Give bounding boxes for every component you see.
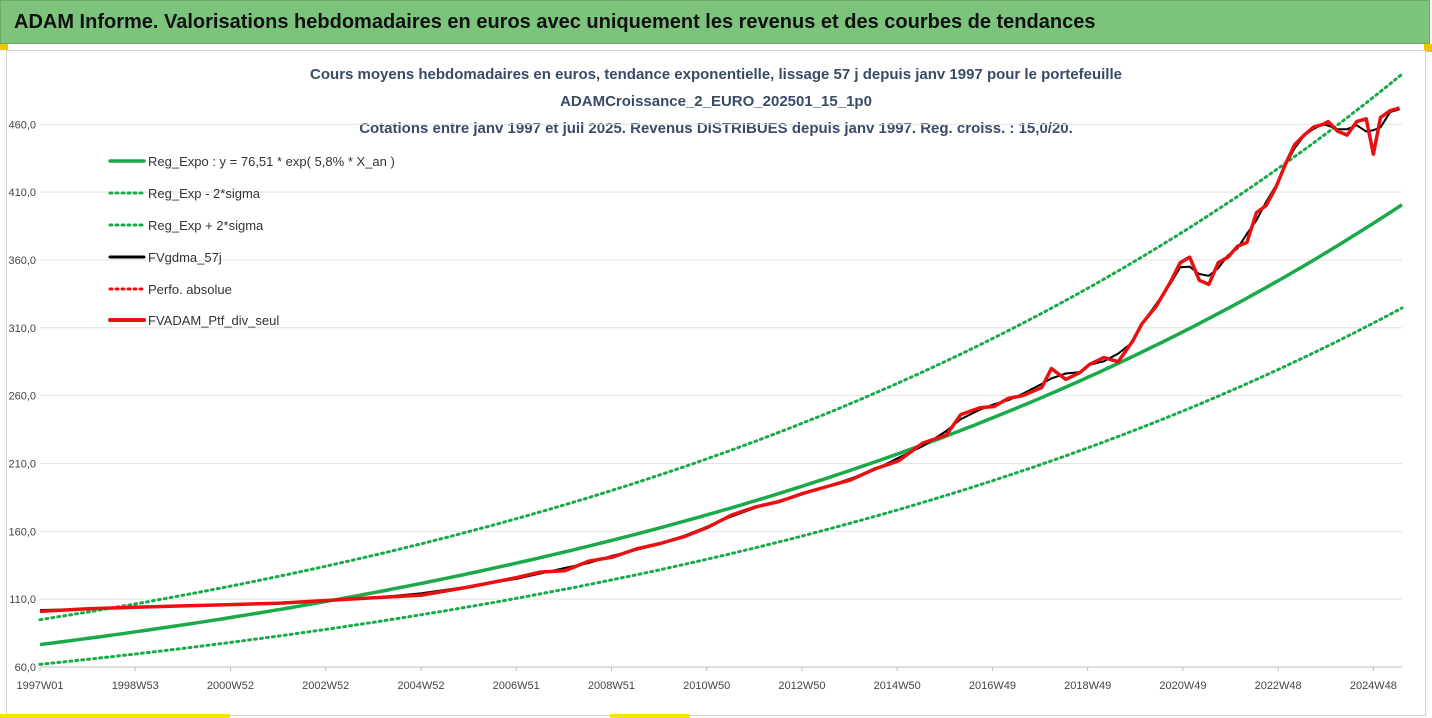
y-tick-label: 60,0 [15,662,36,674]
x-tick-label: 1998W53 [112,680,159,692]
x-tick-label: 2012W50 [778,680,825,692]
series-fvgdma-57j [39,108,1400,611]
x-tick-label: 2004W52 [397,680,444,692]
series-reg-expo [39,203,1403,647]
legend-label: FVgdma_57j [148,250,222,265]
y-tick-label: 410,0 [8,187,36,199]
accent-bar-right [1424,44,1432,52]
accent-bar-bottom-mid [610,714,690,718]
x-tick-label: 2024W48 [1350,680,1397,692]
accent-bar-left [0,44,8,50]
x-tick-label: 2018W49 [1064,680,1111,692]
report-title: ADAM Informe. Valorisations hebdomadaire… [14,11,1096,33]
chart-title-line-1: Cours moyens hebdomadaires en euros, ten… [310,66,1122,83]
x-tick-label: 2006W51 [493,680,540,692]
series-fvadam-ptf-div-seul [39,106,1401,614]
legend-label: Reg_Exp + 2*sigma [148,218,264,233]
legend-label: Reg_Expo : y = 76,51 * exp( 5,8% * X_an … [148,154,395,169]
x-tick-label: 2016W49 [969,680,1016,692]
series-reg-minus-2sigma [38,306,1404,666]
y-tick-label: 460,0 [8,119,36,131]
y-tick-label: 160,0 [8,526,36,538]
x-tick-label: 2014W50 [874,680,921,692]
y-tick-label: 110,0 [9,594,36,606]
legend-label: FVADAM_Ptf_div_seul [148,313,279,328]
x-tick-label: 2000W52 [207,680,254,692]
x-tick-label: 2010W50 [683,680,730,692]
y-tick-label: 360,0 [8,255,36,267]
y-tick-label: 210,0 [8,458,36,470]
accent-bar-bottom-left [0,714,230,718]
x-tick-label: 2002W52 [302,680,349,692]
chart-title-line-2: ADAMCroissance_2_EURO_202501_15_1p0 [560,93,872,110]
y-tick-label: 310,0 [8,323,36,335]
x-tick-label: 1997W01 [16,680,63,692]
y-tick-label: 260,0 [8,391,36,403]
x-tick-label: 2008W51 [588,680,635,692]
report-banner: ADAM Informe. Valorisations hebdomadaire… [0,0,1430,44]
series-perfo-absolue [39,107,1400,613]
legend-label: Reg_Exp - 2*sigma [148,186,261,201]
x-tick-label: 2022W48 [1255,680,1302,692]
legend-label: Perfo. absolue [148,282,232,297]
x-tick-label: 2020W49 [1159,680,1206,692]
series-reg-plus-2sigma [38,72,1404,622]
